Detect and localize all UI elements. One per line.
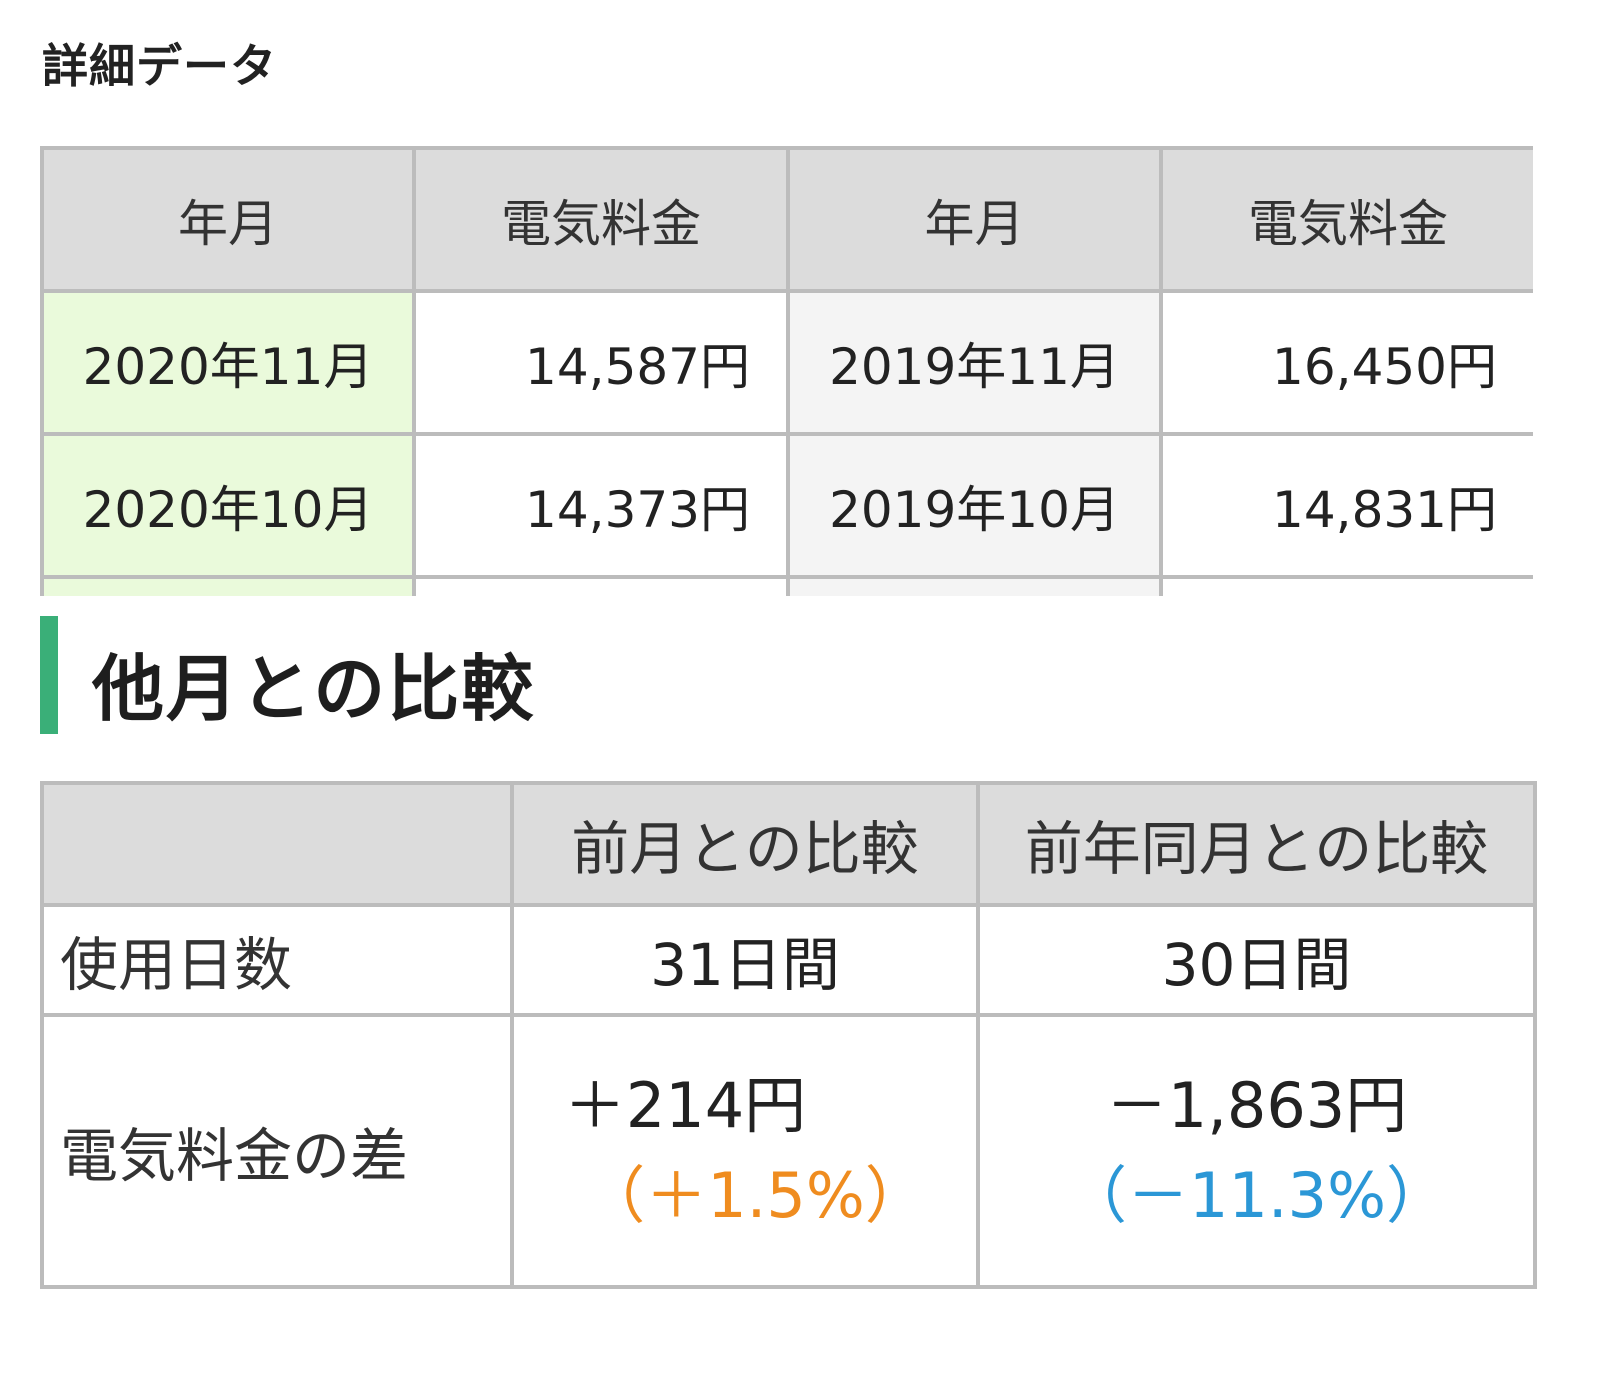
current-year-month-cell: 2020年10月 xyxy=(40,432,416,579)
previous-year-month-cell: 2019年11月 xyxy=(786,289,1163,436)
table-row: 2020年10月 14,373円 2019年10月 14,831円 xyxy=(40,432,1533,579)
previous-year-month-cell xyxy=(786,575,1163,596)
bill-difference-row: 電気料金の差 ＋214円 （＋1.5%） －1,863円 （－11.3%） xyxy=(40,1013,1537,1289)
detail-table-scroll-area[interactable]: 年月 電気料金 年月 電気料金 2020年11月 14,587円 2019年11… xyxy=(40,146,1533,596)
days-used-label: 使用日数 xyxy=(40,903,514,1017)
header-year-month-current: 年月 xyxy=(40,146,416,293)
header-year-month-previous: 年月 xyxy=(786,146,1163,293)
detail-table-header-row: 年月 電気料金 年月 電気料金 xyxy=(40,146,1533,293)
previous-amount-cell: 14,831円 xyxy=(1159,432,1533,579)
current-amount-cell: 14,587円 xyxy=(412,289,790,436)
header-bill-current: 電気料金 xyxy=(412,146,790,293)
section-accent-bar xyxy=(40,616,58,734)
bill-difference-prev-month: ＋214円 （＋1.5%） xyxy=(510,1013,980,1289)
current-year-month-cell: 2020年11月 xyxy=(40,289,416,436)
current-year-month-cell xyxy=(40,575,416,596)
comparison-section-title: 他月との比較 xyxy=(92,647,536,731)
bill-difference-label: 電気料金の差 xyxy=(40,1013,514,1289)
difference-amount: ＋214円 xyxy=(563,1069,807,1142)
bill-difference-prev-year: －1,863円 （－11.3%） xyxy=(976,1013,1537,1289)
comparison-header-row: 前月との比較 前年同月との比較 xyxy=(40,781,1537,907)
detail-table: 年月 電気料金 年月 電気料金 2020年11月 14,587円 2019年11… xyxy=(40,146,1533,596)
difference-amount: －1,863円 xyxy=(1105,1069,1408,1142)
previous-amount-cell xyxy=(1159,575,1533,596)
difference-percent: （＋1.5%） xyxy=(583,1159,927,1232)
table-row-partial xyxy=(40,575,1533,596)
days-used-row: 使用日数 31日間 30日間 xyxy=(40,903,1537,1017)
current-amount-cell: 14,373円 xyxy=(412,432,790,579)
days-used-prev-year: 30日間 xyxy=(976,903,1537,1017)
days-used-prev-month: 31日間 xyxy=(510,903,980,1017)
header-vs-same-month-last-year: 前年同月との比較 xyxy=(976,781,1537,907)
table-row: 2020年11月 14,587円 2019年11月 16,450円 xyxy=(40,289,1533,436)
comparison-header-blank xyxy=(40,781,514,907)
difference-percent: （－11.3%） xyxy=(1065,1159,1448,1232)
header-vs-previous-month: 前月との比較 xyxy=(510,781,980,907)
detail-data-title: 詳細データ xyxy=(42,39,277,93)
current-amount-cell xyxy=(412,575,790,596)
header-bill-previous: 電気料金 xyxy=(1159,146,1533,293)
previous-year-month-cell: 2019年10月 xyxy=(786,432,1163,579)
comparison-table: 前月との比較 前年同月との比較 使用日数 31日間 30日間 電気料金の差 ＋2… xyxy=(40,781,1537,1289)
previous-amount-cell: 16,450円 xyxy=(1159,289,1533,436)
